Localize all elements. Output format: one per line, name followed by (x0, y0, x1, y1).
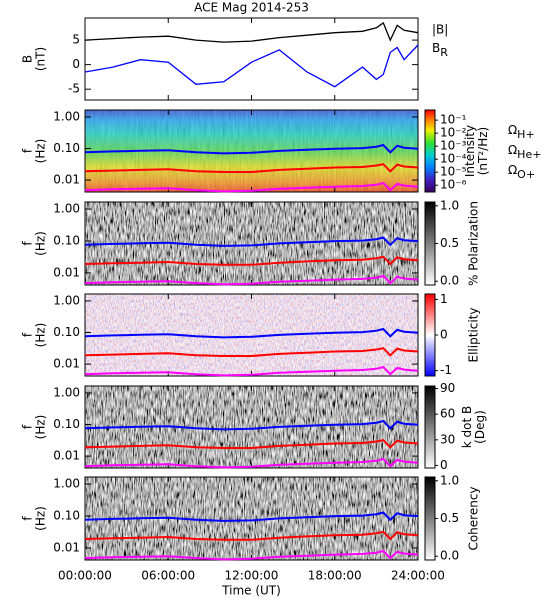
colorbar (424, 109, 436, 193)
x-tick-label: 18:00:00 (308, 569, 362, 583)
colorbar (424, 201, 436, 286)
colorbar-tick-label: 0.5 (440, 236, 459, 250)
colorbar-tick-label: 1 (440, 292, 448, 306)
y-tick-label: 0.01 (53, 449, 80, 463)
data-line (84, 511, 419, 522)
x-tick-label: 00:00:00 (58, 569, 112, 583)
chart-title: ACE Mag 2014-253 (194, 1, 309, 15)
y-tick-label: 1.00 (53, 477, 80, 491)
colorbar-tick-label: 0 (440, 328, 448, 342)
legend-entry: BR (432, 41, 448, 60)
y-tick-label: 1.00 (53, 202, 80, 216)
y-axis-label: (Hz) (34, 415, 48, 440)
y-axis-label: B (21, 55, 35, 63)
y-tick-label: -5 (68, 82, 80, 96)
data-line (84, 530, 419, 541)
data-line (84, 365, 419, 377)
data-line (84, 327, 419, 339)
data-line (84, 181, 419, 193)
colorbar (424, 385, 436, 469)
colorbar-tick-label: 0 (440, 458, 448, 472)
colorbar-tick-label: 60 (440, 407, 455, 421)
colorbar-tick-label: 0.5 (440, 511, 459, 525)
y-tick-label: 1.00 (53, 293, 80, 307)
y-axis-label: (Hz) (34, 139, 48, 164)
legend-entry: ΩO+ (508, 163, 535, 182)
colorbar-label: k dot B (460, 406, 474, 448)
x-axis-label: Time (UT) (221, 584, 281, 598)
colorbar-tick-label: 30 (440, 432, 455, 446)
colorbar-label: (Deg) (473, 410, 487, 444)
y-tick-label: 0.10 (53, 233, 80, 247)
data-line (84, 439, 419, 449)
y-axis-label: (nT) (34, 47, 48, 71)
colorbar-tick-label: 1.0 (440, 473, 459, 487)
x-tick-label: 06:00:00 (141, 569, 195, 583)
y-axis-label: (Hz) (34, 506, 48, 531)
y-tick-label: 0.10 (53, 325, 80, 339)
y-axis-label: f (21, 148, 35, 153)
colorbar-tick-label: 10⁻⁵ (440, 165, 467, 179)
y-axis-label: f (21, 424, 35, 429)
legend-entry: |B| (432, 23, 448, 37)
y-tick-label: 0.01 (53, 357, 80, 371)
colorbar-tick-label: 0.0 (440, 549, 459, 563)
colorbar-label: % Polarization (467, 201, 481, 286)
data-line (84, 21, 419, 43)
data-line (84, 143, 419, 155)
x-tick-label: 12:00:00 (225, 569, 279, 583)
data-line (84, 549, 419, 561)
y-axis-label: f (21, 332, 35, 337)
legend-entry: ΩHe+ (508, 143, 541, 162)
y-tick-label: 0.01 (53, 265, 80, 279)
colorbar-tick-label: 10⁻⁴ (440, 152, 467, 166)
y-tick-label: 5 (72, 33, 80, 47)
colorbar (424, 476, 436, 561)
data-line (84, 163, 419, 173)
y-axis-label: (Hz) (34, 231, 48, 256)
data-line (84, 255, 419, 266)
y-tick-label: 1.00 (53, 109, 80, 123)
y-tick-label: 1.00 (53, 385, 80, 399)
legend-entry: ΩH+ (508, 123, 535, 142)
colorbar-tick-label: 10⁻³ (440, 139, 467, 153)
x-tick-label: 24:00:00 (391, 569, 445, 583)
colorbar-label: Ellipticity (467, 308, 481, 363)
colorbar-tick-label: 10⁻² (440, 126, 467, 140)
colorbar-label: Intensity (463, 125, 477, 177)
data-line (84, 236, 419, 247)
data-line (84, 274, 419, 286)
y-tick-label: 0.10 (53, 417, 80, 431)
data-line (84, 457, 419, 469)
colorbar-tick-label: 10⁻¹ (440, 113, 467, 127)
colorbar (424, 293, 436, 377)
y-tick-label: 0.10 (53, 508, 80, 522)
y-tick-label: 0.01 (53, 540, 80, 554)
y-tick-label: 0.01 (53, 173, 80, 187)
data-line (84, 44, 419, 88)
colorbar-label: Coherency (467, 486, 481, 550)
colorbar-tick-label: 10⁻⁶ (440, 178, 467, 192)
colorbar-label: (nT²/Hz) (476, 127, 490, 175)
y-axis-label: f (21, 241, 35, 246)
data-line (84, 419, 419, 431)
y-axis-label: f (21, 516, 35, 521)
colorbar-tick-label: -1 (440, 363, 452, 377)
colorbar-tick-label: 0.0 (440, 274, 459, 288)
y-axis-label: (Hz) (34, 323, 48, 348)
colorbar-tick-label: 1.0 (440, 198, 459, 212)
colorbar-tick-label: 90 (440, 381, 455, 395)
y-tick-label: 0.10 (53, 141, 80, 155)
y-tick-label: 0 (72, 57, 80, 71)
data-line (84, 347, 419, 357)
